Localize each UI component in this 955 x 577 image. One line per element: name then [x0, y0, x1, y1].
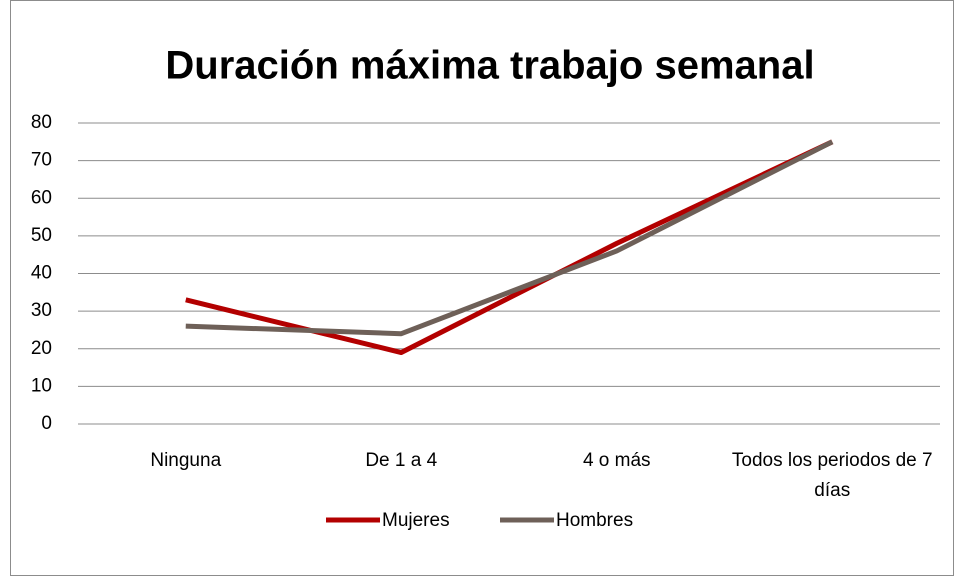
y-tick-label: 60	[31, 187, 52, 208]
x-tick-label: Todos los periodos de 7 días	[731, 450, 933, 501]
y-tick-label: 10	[31, 375, 52, 396]
legend-label: Hombres	[556, 510, 633, 531]
x-tick-label: 4 o más	[582, 450, 651, 471]
y-tick-label: 80	[31, 112, 52, 133]
x-tick-label: De 1 a 4	[365, 450, 438, 471]
x-tick-label: Ninguna	[150, 450, 222, 471]
series-line	[185, 139, 834, 356]
chart-border	[10, 0, 954, 576]
y-tick-label: 30	[31, 300, 52, 321]
legend-label: Mujeres	[382, 510, 450, 531]
y-tick-label: 70	[31, 150, 52, 171]
y-tick-label: 20	[31, 338, 52, 359]
y-tick-label: 0	[41, 413, 52, 434]
y-tick-label: 50	[31, 225, 52, 246]
chart-title: Duración máxima trabajo semanal	[165, 44, 814, 88]
series-line	[185, 139, 834, 337]
y-tick-label: 40	[31, 263, 52, 284]
